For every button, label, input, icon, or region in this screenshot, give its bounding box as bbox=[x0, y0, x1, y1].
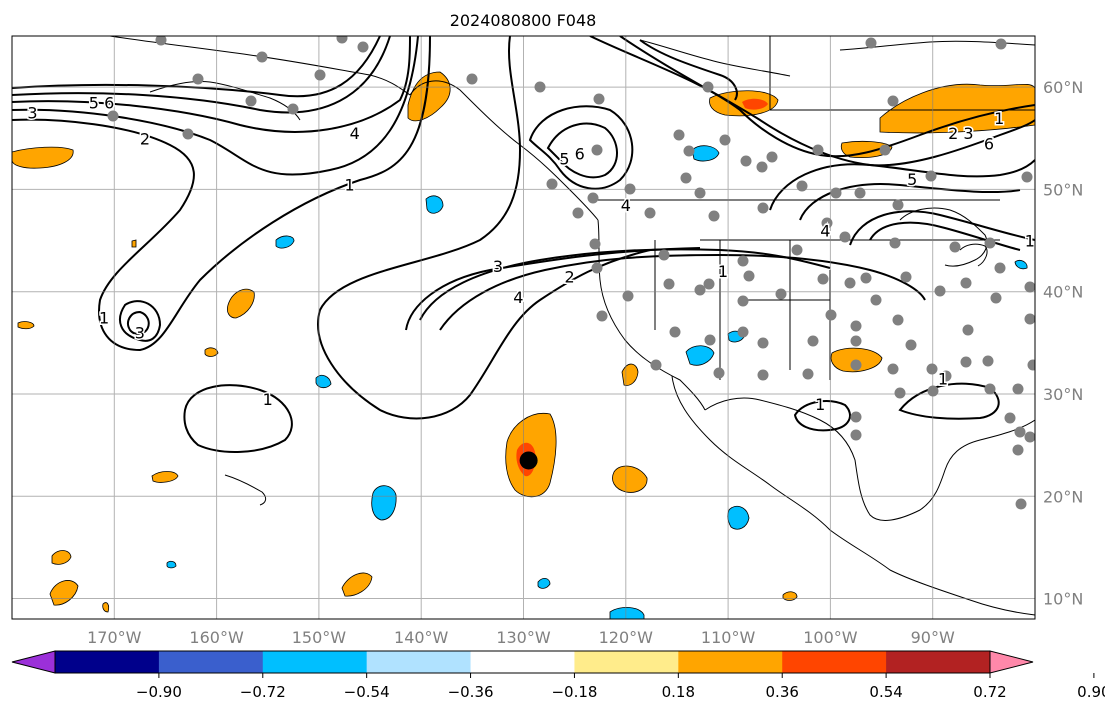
colorbar-tick-label: 0.72 bbox=[973, 683, 1006, 701]
lat-tick-label: 60°N bbox=[1043, 78, 1083, 97]
lat-tick-label: 20°N bbox=[1043, 487, 1083, 506]
colorbar-segment bbox=[55, 651, 160, 673]
contour-label: 2 bbox=[948, 124, 958, 143]
negative-anomaly-regions bbox=[166, 145, 1028, 619]
contour-label: 1 bbox=[815, 395, 825, 414]
contour-label: 1 bbox=[1025, 232, 1035, 251]
colorbar-tick-label: −0.18 bbox=[551, 683, 597, 701]
contour-label: 5 bbox=[89, 93, 99, 112]
colorbar-segment bbox=[782, 651, 887, 673]
contour-label: 6 bbox=[104, 93, 114, 112]
colorbar-segment bbox=[574, 651, 679, 673]
colorbar: −0.90 −0.72 −0.54 −0.36 −0.18 0.18 0.36 0.54 0.7… bbox=[11, 650, 1105, 701]
latitude-labels: 10°N 20°N 30°N 40°N 50°N 60°N bbox=[1043, 78, 1083, 608]
lat-tick-label: 10°N bbox=[1043, 590, 1083, 609]
positive-anomaly-regions bbox=[12, 71, 1035, 613]
lon-tick-label: 120°W bbox=[599, 628, 654, 647]
contour-label: 3 bbox=[135, 324, 145, 343]
colorbar-tick-label: 0.36 bbox=[766, 683, 799, 701]
contour-label: 1 bbox=[938, 370, 948, 389]
colorbar-tick-label: −0.72 bbox=[240, 683, 286, 701]
contour-label: 3 bbox=[963, 124, 973, 143]
lon-tick-label: 130°W bbox=[496, 628, 551, 647]
lon-tick-label: 150°W bbox=[292, 628, 347, 647]
storm-center-marker bbox=[519, 451, 538, 470]
colorbar-low-extension bbox=[11, 650, 56, 674]
colorbar-tick-label: 0.18 bbox=[662, 683, 695, 701]
colorbar-segment bbox=[262, 651, 368, 673]
lon-tick-label: 170°W bbox=[87, 628, 142, 647]
map-frame bbox=[11, 35, 1036, 620]
contour-label: 5 bbox=[907, 170, 917, 189]
colorbar-segment bbox=[678, 651, 783, 673]
colorbar-segment bbox=[886, 651, 991, 673]
contour-label: 1 bbox=[994, 109, 1004, 128]
colorbar-frame bbox=[54, 650, 991, 674]
lat-tick-label: 40°N bbox=[1043, 283, 1083, 302]
colorbar-segment bbox=[366, 651, 472, 673]
contour-label: 1 bbox=[718, 262, 728, 281]
colorbar-tick-label: 0.54 bbox=[869, 683, 902, 701]
lon-tick-label: 90°W bbox=[911, 628, 955, 647]
colorbar-tick-label: 0.90 bbox=[1077, 683, 1105, 701]
contour-label: 2 bbox=[564, 267, 574, 286]
contour-label: 4 bbox=[513, 288, 523, 307]
contour-label: 1 bbox=[263, 390, 273, 409]
contour-label: 2 bbox=[140, 129, 150, 148]
colorbar-high-extension bbox=[989, 650, 1034, 674]
lon-tick-label: 160°W bbox=[189, 628, 244, 647]
lon-tick-label: 110°W bbox=[701, 628, 756, 647]
contour-label: 4 bbox=[820, 221, 830, 240]
contour-label: 4 bbox=[621, 196, 631, 215]
colorbar-tick-label: −0.90 bbox=[136, 683, 182, 701]
lat-tick-label: 30°N bbox=[1043, 385, 1083, 404]
contour-label: 1 bbox=[99, 308, 109, 327]
contour-label: 6 bbox=[575, 145, 585, 164]
longitude-labels: 170°W 160°W 150°W 140°W 130°W 120°W 110°W 100°W… bbox=[87, 628, 955, 647]
colorbar-tick-label: −0.36 bbox=[448, 683, 494, 701]
graticule bbox=[12, 36, 1035, 619]
colorbar-segment bbox=[470, 651, 575, 673]
contour-lines bbox=[12, 36, 1035, 453]
colorbar-tick-label: −0.54 bbox=[344, 683, 390, 701]
contour-label: 6 bbox=[984, 134, 994, 153]
lon-tick-label: 140°W bbox=[394, 628, 449, 647]
lat-tick-label: 50°N bbox=[1043, 180, 1083, 199]
contour-label: 3 bbox=[493, 257, 503, 276]
lon-tick-label: 100°W bbox=[803, 628, 858, 647]
contour-label: 1 bbox=[344, 175, 354, 194]
contour-label: 3 bbox=[27, 104, 37, 123]
contour-label: 5 bbox=[559, 150, 569, 169]
contour-label: 4 bbox=[350, 124, 360, 143]
colorbar-segment bbox=[158, 651, 264, 673]
chart-title: 2024080800 F048 bbox=[450, 11, 597, 30]
